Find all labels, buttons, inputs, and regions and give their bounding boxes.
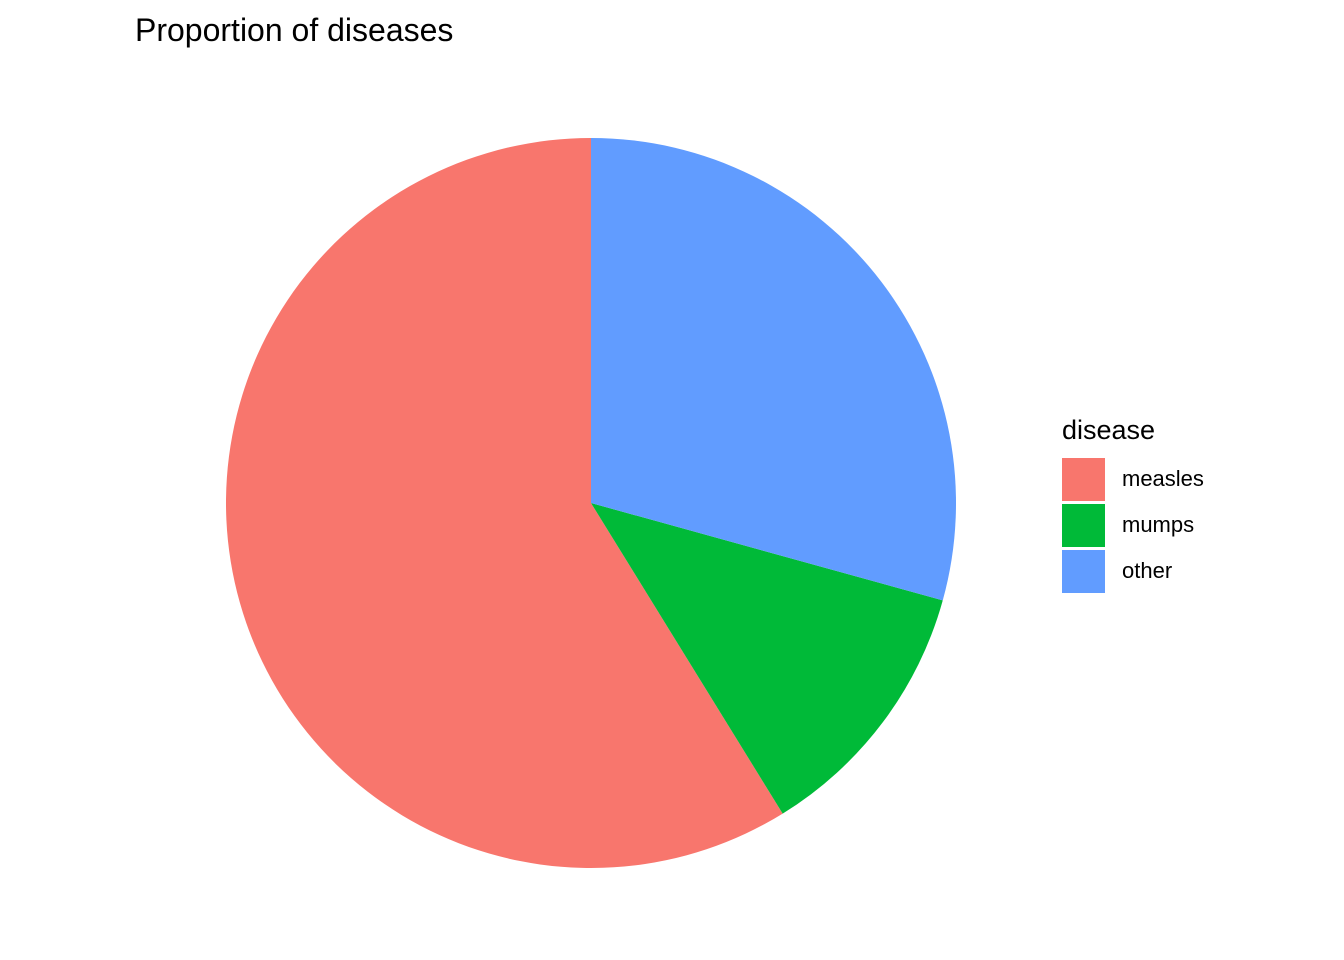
chart-title: Proportion of diseases	[135, 12, 454, 48]
legend-title: disease	[1062, 415, 1156, 445]
legend-item-mumps: mumps	[1062, 502, 1204, 548]
legend-item-measles: measles	[1062, 456, 1204, 502]
legend-key-measles	[1062, 457, 1105, 501]
legend-items: measles mumps other	[1062, 456, 1204, 594]
legend-label-measles: measles	[1122, 466, 1204, 491]
legend-label-mumps: mumps	[1122, 512, 1195, 537]
pie-slice-other	[591, 138, 957, 601]
legend-item-other: other	[1062, 548, 1204, 594]
pie-slice-mumps	[591, 503, 943, 814]
legend-key-mumps	[1062, 503, 1105, 547]
legend-label-other: other	[1122, 558, 1173, 583]
legend: disease measles mumps other	[1062, 410, 1204, 594]
pie-slice-measles	[225, 138, 783, 869]
legend-key-other	[1062, 549, 1105, 593]
